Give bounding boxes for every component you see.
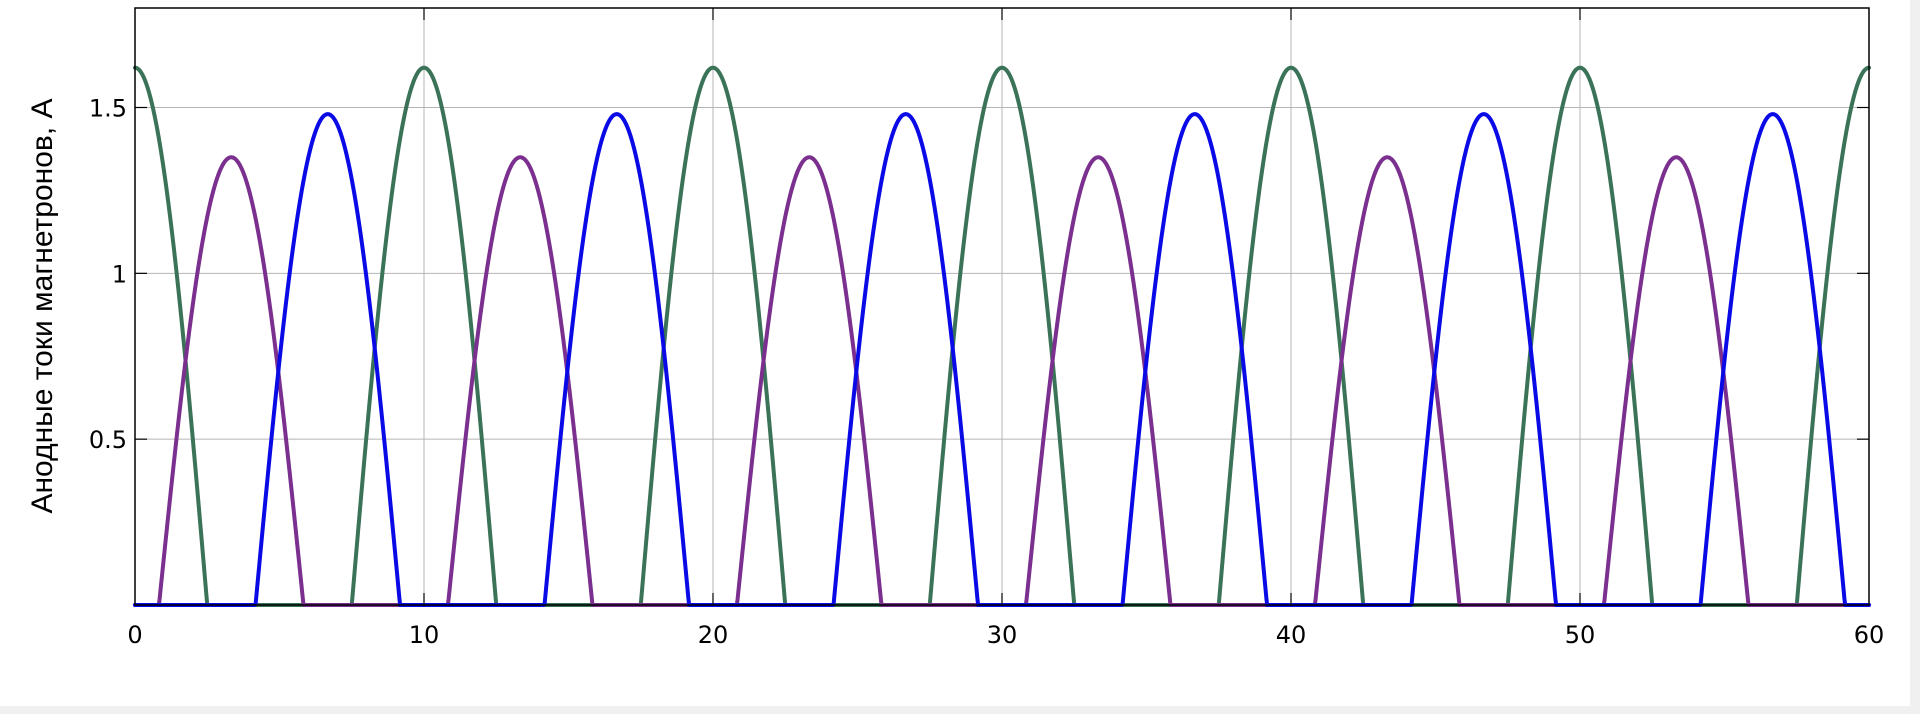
x-tick-label: 50 xyxy=(1565,621,1596,649)
y-tick-label: 1.5 xyxy=(89,95,127,123)
x-tick-label: 60 xyxy=(1854,621,1885,649)
grid xyxy=(135,8,1869,605)
x-tick-label: 0 xyxy=(127,621,142,649)
y-tick-label: 1 xyxy=(112,260,127,288)
x-tick-label: 20 xyxy=(698,621,729,649)
x-tick-label: 30 xyxy=(987,621,1018,649)
tick-labels: 0 10 20 30 40 50 60 0.5 1 1.5 xyxy=(89,95,1884,650)
y-axis-label: Анодные токи магнетронов, А xyxy=(26,98,59,513)
x-tick-label: 10 xyxy=(409,621,440,649)
x-tick-label: 40 xyxy=(1276,621,1307,649)
series-green-line xyxy=(133,65,1871,607)
ticks xyxy=(135,8,1869,605)
y-tick-label: 0.5 xyxy=(89,426,127,454)
